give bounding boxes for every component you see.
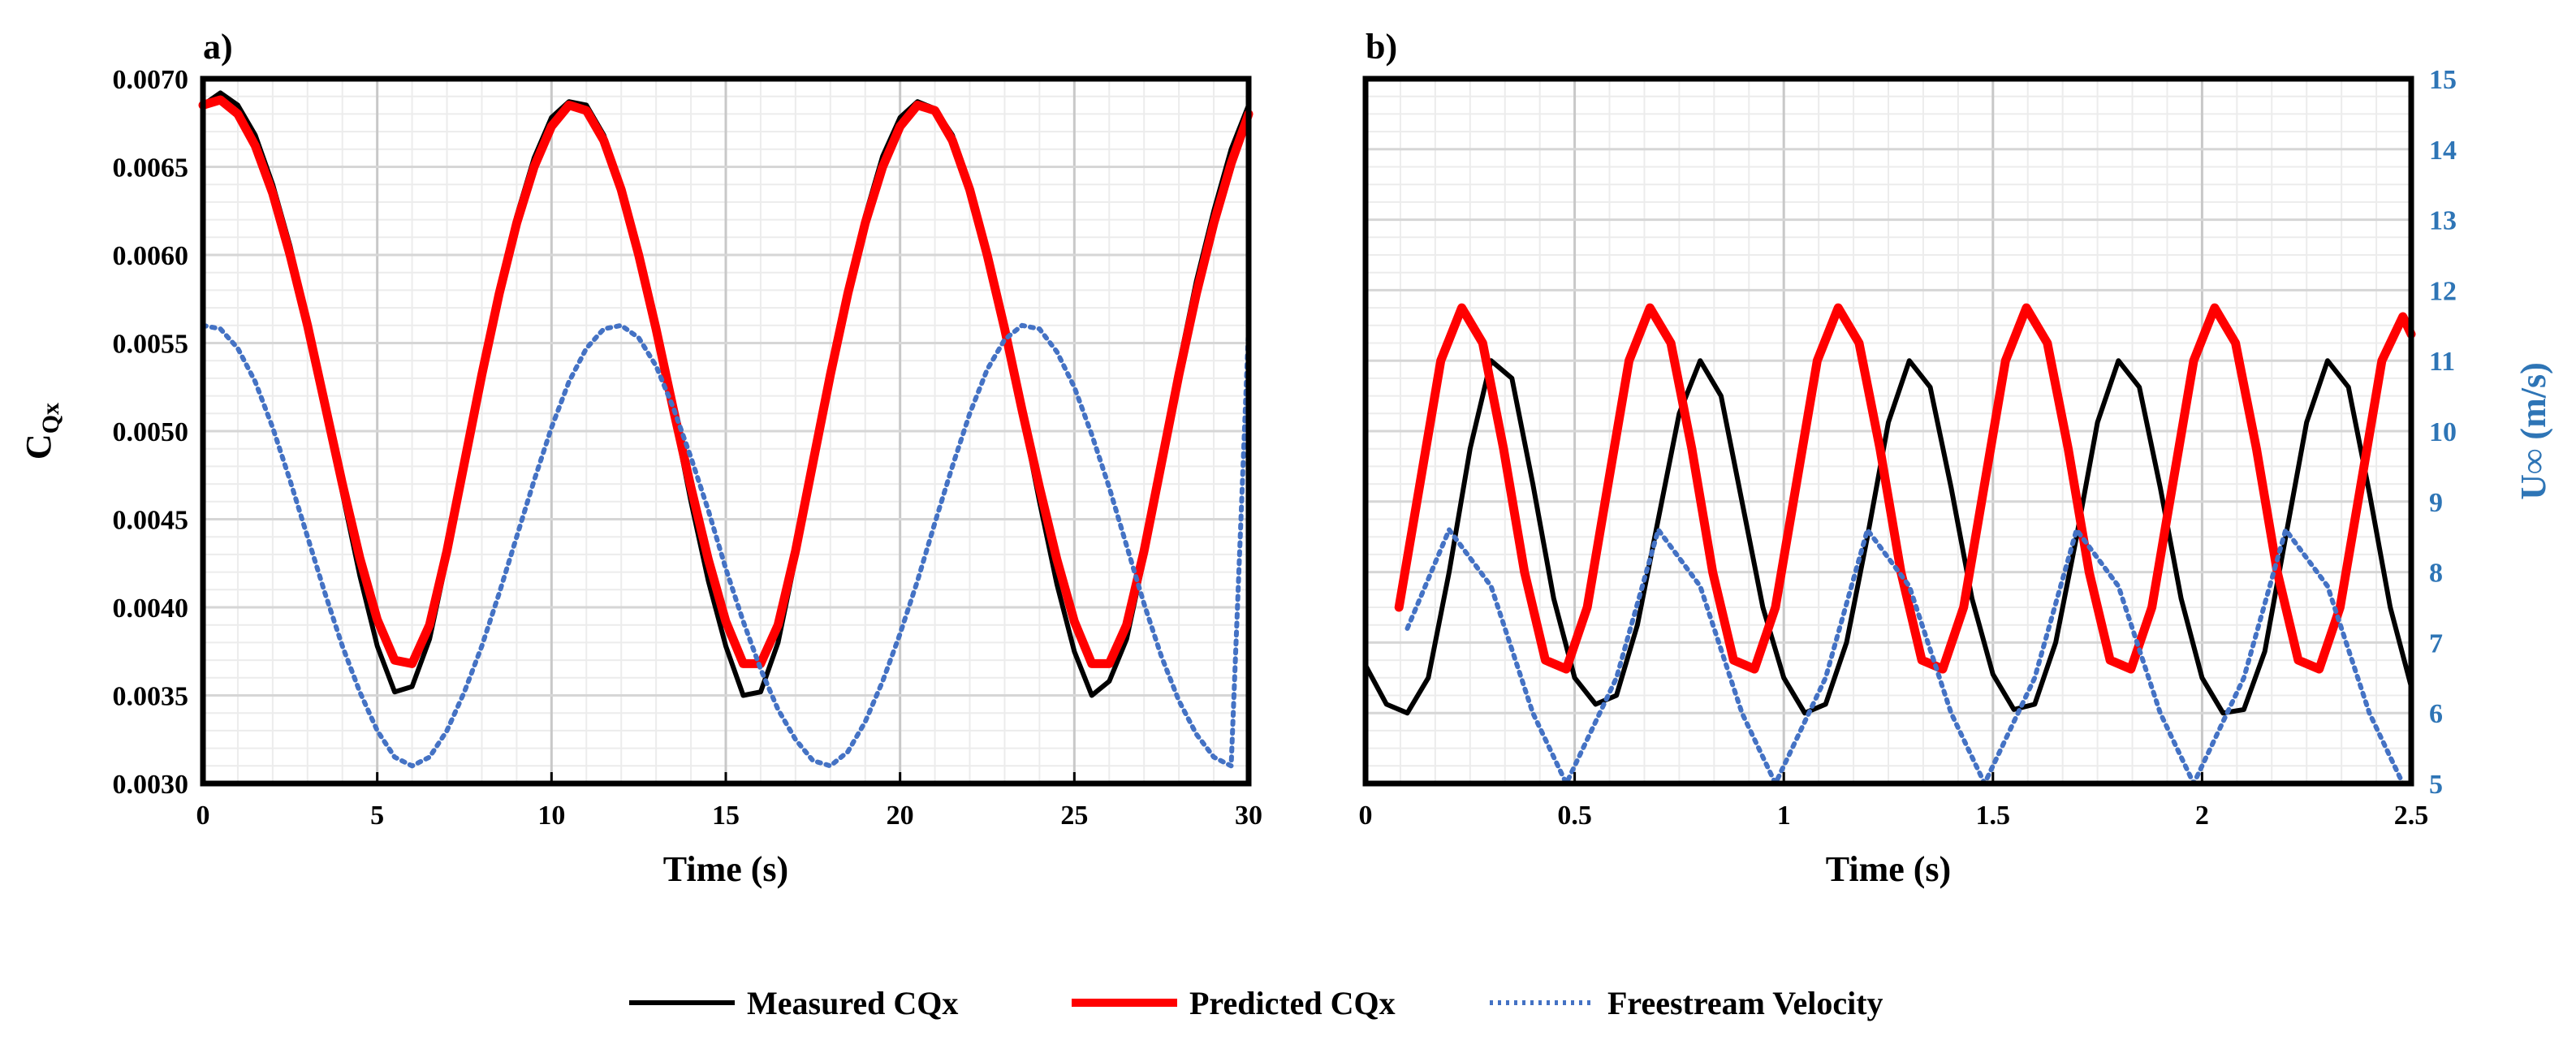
b-right-y-tick-label: 6 xyxy=(2429,699,2443,729)
b-right-y-tick-label: 9 xyxy=(2429,488,2443,518)
a-y-tick-label: 0.0040 xyxy=(113,594,189,624)
b-series-freestream-velocity xyxy=(1405,527,2406,786)
a-y-tick-label: 0.0065 xyxy=(113,153,189,183)
b-right-y-tick-label: 14 xyxy=(2429,136,2457,166)
panel-a: 0 5 10 15 20 25 30 0.0030 0.0035 0.0040 0.0045 0.00… xyxy=(19,27,1262,889)
a-y-tick-label: 0.0030 xyxy=(113,770,189,800)
panel-b-ticks: 0 0.5 1 1.5 2 2.55 6 7 8 9 10 11 12 13 14 15 xyxy=(1359,65,2457,831)
b-right-y-tick-label: 12 xyxy=(2429,276,2457,306)
b-right-y-tick-label: 8 xyxy=(2429,559,2443,589)
panel-a-label: a) xyxy=(203,27,233,67)
legend-label-predicted: Predicted CQx xyxy=(1189,985,1396,1021)
panel-a-ticks: 0 5 10 15 20 25 30 0.0030 0.0035 0.0040 0.0045 0.00… xyxy=(113,65,1263,831)
panel-a-y-axis-title: CQx xyxy=(19,403,64,460)
panel-b-x-axis-title: Time (s) xyxy=(1826,849,1951,889)
b-x-tick-label: 2.5 xyxy=(2394,801,2429,831)
legend: Measured CQx Predicted CQx Freestream Ve… xyxy=(629,985,1883,1021)
b-x-tick-label: 1 xyxy=(1777,801,1791,831)
a-x-tick-label: 5 xyxy=(370,801,384,831)
a-x-tick-label: 10 xyxy=(537,801,565,831)
a-y-tick-label: 0.0050 xyxy=(113,417,189,447)
a-x-tick-label: 0 xyxy=(196,801,210,831)
b-right-y-tick-label: 13 xyxy=(2429,206,2457,236)
a-x-tick-label: 20 xyxy=(887,801,914,831)
panel-a-x-axis-title: Time (s) xyxy=(663,849,788,889)
a-y-tick-label: 0.0060 xyxy=(113,241,189,271)
panel-a-y-axis-title-main: C xyxy=(19,434,58,460)
panel-b: 0 0.5 1 1.5 2 2.55 6 7 8 9 10 11 12 13 14 15 b) Time (s… xyxy=(1359,27,2554,889)
b-series-measured-cqx xyxy=(1363,358,2414,716)
b-right-y-tick-label: 10 xyxy=(2429,417,2457,447)
b-x-tick-label: 2 xyxy=(2195,801,2209,831)
a-y-tick-label: 0.0055 xyxy=(113,330,189,360)
b-series-predicted-cqx xyxy=(1394,303,2416,674)
panel-b-right-y-axis-title: U∞ (m/s) xyxy=(2513,362,2553,499)
a-series-predicted-cqx xyxy=(198,95,1253,668)
b-right-y-tick-label: 7 xyxy=(2429,628,2443,658)
a-x-tick-label: 30 xyxy=(1235,801,1262,831)
a-y-tick-label: 0.0035 xyxy=(113,682,189,712)
panel-b-label: b) xyxy=(1366,27,1397,67)
a-series-freestream-velocity xyxy=(201,322,1251,769)
a-x-tick-label: 15 xyxy=(712,801,740,831)
b-x-tick-label: 0 xyxy=(1359,801,1373,831)
b-x-tick-label: 0.5 xyxy=(1557,801,1592,831)
a-x-tick-label: 25 xyxy=(1060,801,1088,831)
b-right-y-tick-label: 15 xyxy=(2429,65,2457,95)
legend-label-measured: Measured CQx xyxy=(747,985,958,1021)
b-right-y-tick-label: 11 xyxy=(2429,347,2455,377)
legend-label-freestream: Freestream Velocity xyxy=(1607,985,1883,1021)
panel-b-plot-area xyxy=(1362,76,2414,787)
panel-a-y-axis-title-subscript: Qx xyxy=(37,403,64,434)
a-y-tick-label: 0.0045 xyxy=(113,506,189,536)
b-right-y-tick-label: 5 xyxy=(2429,770,2443,800)
a-y-tick-label: 0.0070 xyxy=(113,65,189,95)
a-series-measured-cqx xyxy=(201,90,1251,698)
b-x-tick-label: 1.5 xyxy=(1976,801,2011,831)
panel-a-series xyxy=(198,90,1253,769)
